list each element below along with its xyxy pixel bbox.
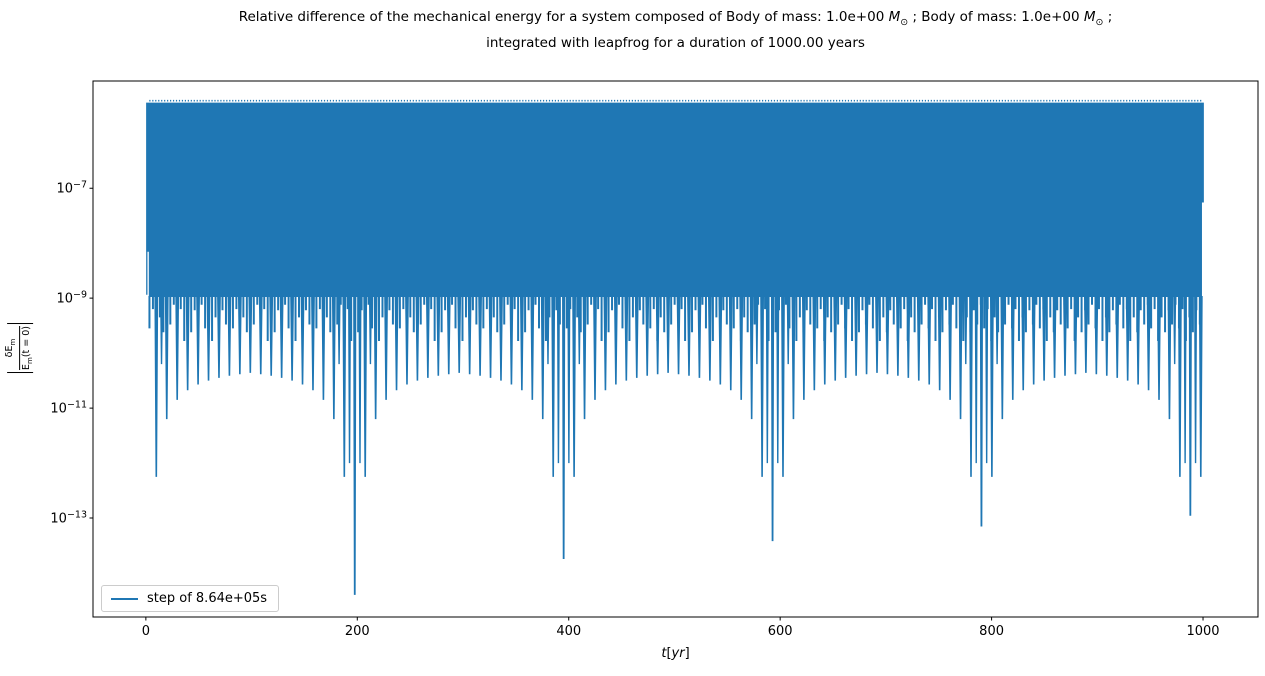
- y-axis-label: δEm Em(t = 0): [4, 322, 36, 374]
- x-tick-label: 800: [979, 624, 1004, 639]
- y-tick-label: 10−7: [56, 180, 87, 197]
- x-tick-label: 400: [556, 624, 581, 639]
- tick-marks: [89, 187, 1204, 621]
- axis-frame: [92, 80, 1259, 618]
- energy-series: [146, 99, 1204, 595]
- right-abs-bar: [7, 322, 33, 324]
- x-tick-label: 0: [142, 624, 150, 639]
- x-ticks: 0 200 400 600 800 1000: [142, 624, 1220, 639]
- y-ticks: 10−7 10−9 10−11 10−13: [50, 180, 87, 527]
- chart-title: Relative difference of the mechanical en…: [93, 7, 1258, 54]
- legend-line-sample: [111, 597, 138, 600]
- legend: step of 8.64e+05s: [101, 585, 280, 612]
- left-abs-bar: [7, 372, 33, 374]
- y-tick-label: 10−13: [50, 510, 87, 527]
- x-tick-label: 600: [768, 624, 793, 639]
- y-tick-label: 10−9: [56, 290, 87, 307]
- x-tick-label: 1000: [1186, 624, 1219, 639]
- chart-title-line1: Relative difference of the mechanical en…: [238, 9, 1113, 28]
- x-axis-label: t[yr]: [661, 646, 690, 661]
- legend-label: step of 8.64e+05s: [147, 591, 268, 606]
- chart-title-line2: integrated with leapfrog for a duration …: [486, 34, 865, 51]
- x-tick-label: 200: [345, 624, 370, 639]
- ylabel-fraction: δEm Em(t = 0): [4, 325, 36, 371]
- y-tick-label: 10−11: [50, 400, 87, 417]
